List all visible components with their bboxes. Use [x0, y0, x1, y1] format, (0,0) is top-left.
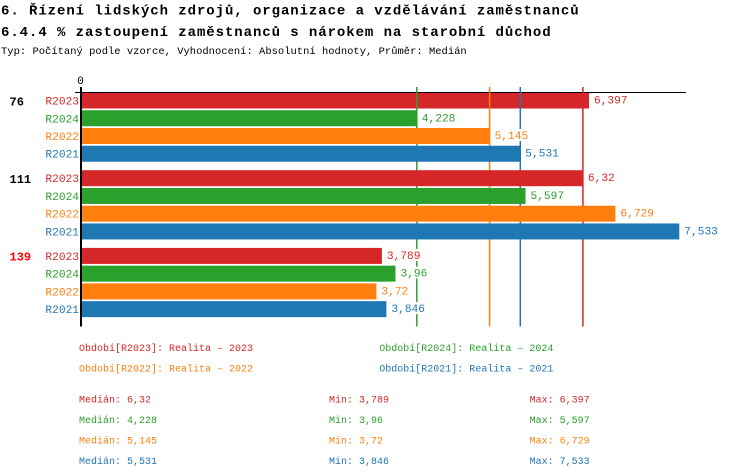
svg-text:Min: 3,846: Min: 3,846 — [329, 456, 389, 468]
svg-text:Min: 3,789: Min: 3,789 — [329, 394, 389, 406]
svg-text:3,846: 3,846 — [391, 304, 425, 316]
svg-text:R2023: R2023 — [45, 174, 79, 186]
svg-text:R2021: R2021 — [45, 227, 79, 239]
svg-text:Období[R2021]: Realita – 2021: Období[R2021]: Realita – 2021 — [379, 363, 553, 375]
svg-text:139: 139 — [10, 251, 32, 265]
svg-text:R2023: R2023 — [45, 97, 79, 109]
svg-text:76: 76 — [10, 95, 24, 109]
svg-text:3,789: 3,789 — [387, 251, 421, 263]
svg-text:Max: 6,729: Max: 6,729 — [530, 436, 590, 447]
svg-text:R2022: R2022 — [45, 287, 79, 299]
svg-text:Období[R2024]: Realita – 2024: Období[R2024]: Realita – 2024 — [379, 343, 553, 355]
svg-text:Min: 3,96: Min: 3,96 — [329, 415, 383, 427]
svg-text:4,228: 4,228 — [422, 113, 456, 125]
svg-text:5,531: 5,531 — [525, 149, 559, 161]
svg-text:Období[R2023]: Realita – 2023: Období[R2023]: Realita – 2023 — [79, 343, 253, 355]
svg-text:Max: 5,597: Max: 5,597 — [530, 416, 590, 427]
svg-text:Min: 3,72: Min: 3,72 — [329, 435, 383, 447]
svg-text:R2024: R2024 — [45, 192, 79, 204]
svg-text:Medián: 5,145: Medián: 5,145 — [79, 435, 157, 447]
svg-text:Období[R2022]: Realita – 2022: Období[R2022]: Realita – 2022 — [79, 363, 253, 375]
svg-text:111: 111 — [10, 173, 32, 187]
svg-text:0: 0 — [77, 76, 84, 88]
svg-text:R2024: R2024 — [45, 270, 79, 282]
svg-text:R2022: R2022 — [45, 132, 79, 144]
svg-text:5,597: 5,597 — [531, 191, 565, 203]
svg-text:6,397: 6,397 — [594, 96, 628, 108]
svg-text:R2022: R2022 — [45, 210, 79, 222]
svg-text:6,32: 6,32 — [588, 173, 615, 185]
svg-text:5,145: 5,145 — [495, 131, 529, 143]
svg-text:R2021: R2021 — [45, 305, 79, 317]
svg-text:6. Řízení lidských zdrojů, org: 6. Řízení lidských zdrojů, organizace a … — [1, 2, 580, 20]
svg-text:Max: 7,533: Max: 7,533 — [530, 457, 590, 468]
svg-text:6,729: 6,729 — [620, 209, 654, 221]
svg-text:Medián: 5,531: Medián: 5,531 — [79, 456, 157, 468]
svg-text:Medián: 4,228: Medián: 4,228 — [79, 415, 157, 427]
svg-text:3,96: 3,96 — [401, 269, 428, 281]
svg-text:Typ: Počítaný podle vzorce, Vy: Typ: Počítaný podle vzorce, Vyhodnocení:… — [1, 45, 467, 58]
svg-text:R2023: R2023 — [45, 252, 79, 264]
svg-text:R2021: R2021 — [45, 150, 79, 162]
svg-text:Max: 6,397: Max: 6,397 — [530, 395, 590, 406]
svg-text:R2024: R2024 — [45, 114, 79, 126]
svg-text:3,72: 3,72 — [381, 286, 408, 298]
svg-text:7,533: 7,533 — [684, 226, 718, 238]
svg-text:6.4.4 % zastoupení zaměstnanců: 6.4.4 % zastoupení zaměstnanců s nárokem… — [1, 25, 552, 41]
svg-text:Medián: 6,32: Medián: 6,32 — [79, 394, 151, 406]
